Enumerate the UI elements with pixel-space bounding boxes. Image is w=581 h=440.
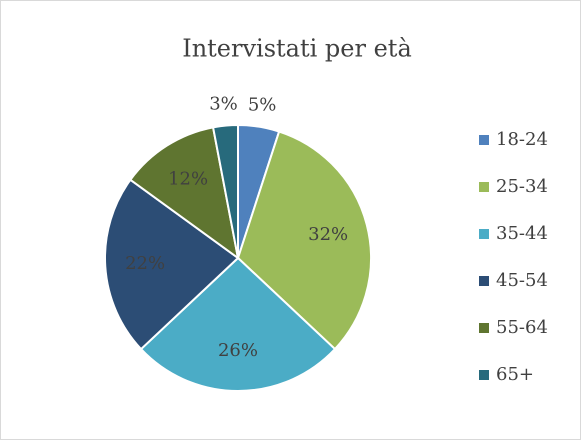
pie-slice: [236, 130, 372, 351]
data-label: 3%: [209, 93, 238, 114]
legend-label: 35-44: [496, 223, 548, 244]
pie-slice: [139, 256, 337, 392]
legend-swatch: [479, 135, 489, 145]
legend-swatch: [479, 370, 489, 380]
data-label: 26%: [218, 340, 258, 361]
data-label: 12%: [168, 168, 208, 189]
legend-label: 25-34: [496, 176, 548, 197]
legend-swatch: [479, 276, 489, 286]
legend-label: 45-54: [496, 270, 548, 291]
pie-slice: [129, 126, 240, 261]
legend-swatch: [479, 323, 489, 333]
legend-label: 65+: [496, 364, 534, 385]
legend-label: 55-64: [496, 317, 548, 338]
pie-slice: [104, 178, 240, 351]
legend-label: 18-24: [496, 129, 548, 150]
legend-swatch: [479, 229, 489, 239]
pie-slice: [211, 123, 239, 259]
chart-title: Intervistati per età: [182, 35, 412, 63]
data-label: 22%: [125, 253, 165, 274]
data-label: 32%: [308, 224, 348, 245]
legend-swatch: [479, 182, 489, 192]
data-label: 5%: [248, 95, 277, 116]
